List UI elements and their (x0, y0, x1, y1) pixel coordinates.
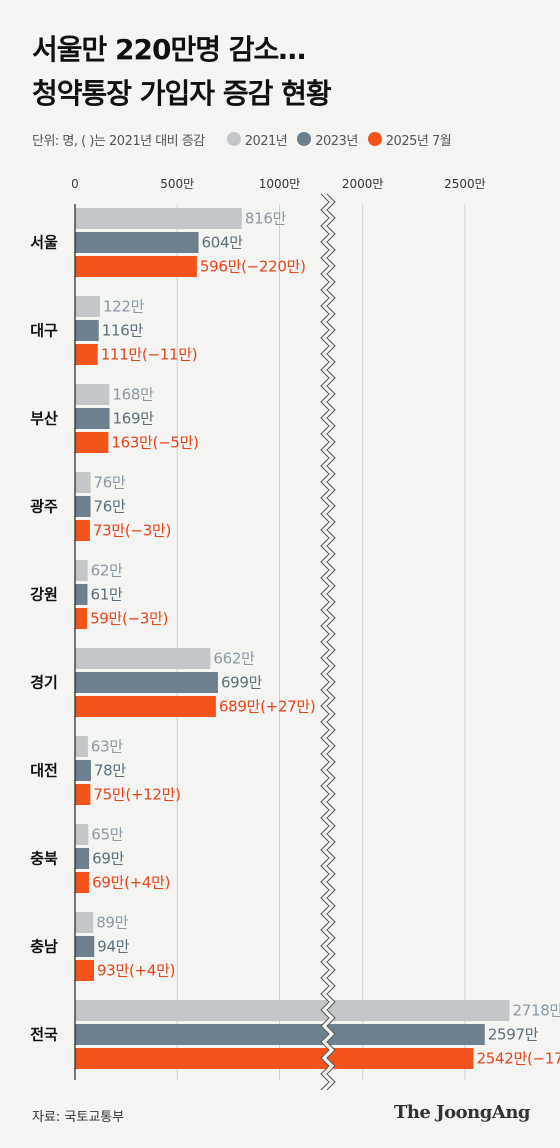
bar (75, 936, 95, 957)
data-label: 69만(+4만) (92, 874, 170, 892)
data-label: 816만 (245, 210, 287, 228)
data-label: 76만 (94, 498, 126, 516)
data-label: 604만 (202, 234, 244, 252)
category-label: 광주 (30, 498, 58, 516)
bar (75, 960, 95, 981)
x-tick-label: 1000만 (259, 177, 301, 191)
legend-item-2021: 2021년 (226, 130, 288, 149)
bar (75, 384, 110, 405)
axis-break-line (326, 193, 336, 1090)
bar (75, 1000, 510, 1021)
bar (75, 520, 90, 541)
unit-note: 단위: 명, ( )는 2021년 대비 증감 (32, 133, 205, 149)
data-label: 699만 (221, 674, 263, 692)
bar (75, 648, 211, 669)
data-label: 662만 (213, 650, 255, 668)
bar (75, 256, 197, 277)
legend-swatch-2021 (226, 132, 241, 146)
data-label: 596만(−220만) (200, 258, 306, 276)
title-line-1: 서울만 220만명 감소… (32, 33, 306, 66)
x-tick-label: 2000만 (342, 177, 384, 191)
bar (75, 432, 109, 453)
legend-label-2021: 2021년 (244, 133, 288, 149)
legend-swatch-2025 (367, 132, 382, 146)
legend-label-2023: 2023년 (315, 133, 358, 149)
data-label: 89만 (96, 914, 128, 932)
bar (75, 672, 218, 693)
legend-label-2025: 2025년 7월 (385, 133, 452, 149)
bar (75, 608, 88, 629)
data-label: 122만 (103, 298, 145, 316)
category-label: 충북 (30, 850, 58, 868)
bar (75, 472, 91, 493)
bar (75, 296, 100, 317)
data-label: 94만 (97, 938, 129, 956)
category-label: 충남 (30, 938, 58, 956)
x-tick-label: 2500만 (444, 177, 486, 191)
bar (75, 872, 90, 893)
category-label: 부산 (30, 410, 58, 428)
x-tick-label: 0 (71, 177, 79, 191)
data-label: 69만 (92, 850, 124, 868)
data-label: 111만(−11만) (101, 346, 198, 364)
bar (75, 208, 242, 229)
bar (75, 696, 216, 717)
bar (75, 496, 91, 517)
data-label: 168만 (112, 386, 154, 404)
category-label: 서울 (30, 234, 58, 252)
legend-item-2025: 2025년 7월 (367, 130, 452, 149)
data-label: 61만 (90, 586, 122, 604)
data-label: 65만 (91, 826, 123, 844)
bar (75, 760, 91, 781)
category-label: 경기 (30, 674, 58, 692)
data-label: 2597만 (488, 1026, 539, 1044)
category-label: 전국 (30, 1026, 58, 1044)
data-label: 2718만 (513, 1002, 560, 1020)
bar (75, 344, 98, 365)
bar (75, 560, 88, 581)
data-label: 2542만(−176만) (477, 1050, 560, 1068)
category-label: 강원 (30, 586, 58, 604)
bar (75, 584, 88, 605)
data-label: 62만 (91, 562, 123, 580)
data-label: 163만(−5만) (111, 434, 198, 452)
data-label: 116만 (102, 322, 144, 340)
brand-logo: The JoongAng (393, 1102, 531, 1123)
bar (75, 824, 89, 845)
axis-break-line (320, 193, 330, 1090)
data-label: 63만 (91, 738, 123, 756)
bar (75, 320, 99, 341)
bar (75, 1024, 485, 1045)
data-label: 169만 (113, 410, 155, 428)
bar (75, 784, 91, 805)
data-label: 78만 (94, 762, 126, 780)
x-tick-label: 500만 (160, 177, 194, 191)
data-label: 93만(+4만) (97, 962, 175, 980)
chart-title: 서울만 220만명 감소… 청약통장 가입자 증감 현황 (32, 28, 332, 116)
legend-swatch-2023 (297, 132, 312, 146)
bar (75, 408, 110, 429)
category-label: 대구 (30, 322, 58, 340)
axis-break-band (321, 194, 335, 1090)
data-label: 689만(+27만) (219, 698, 316, 716)
category-label: 대전 (30, 762, 58, 780)
data-label: 76만 (94, 474, 126, 492)
bar (75, 736, 88, 757)
bar (75, 232, 199, 253)
bar (75, 1048, 474, 1069)
bar (75, 912, 94, 933)
source-note: 자료: 국토교통부 (32, 1110, 125, 1125)
data-label: 59만(−3만) (90, 610, 168, 628)
legend-item-2023: 2023년 (297, 130, 358, 149)
data-label: 73만(−3만) (93, 522, 171, 540)
title-line-2: 청약통장 가입자 증감 현황 (32, 77, 332, 110)
data-label: 75만(+12만) (93, 786, 180, 804)
bar (75, 848, 90, 869)
legend: 단위: 명, ( )는 2021년 대비 증감 2021년 2023년 2025… (32, 128, 542, 150)
